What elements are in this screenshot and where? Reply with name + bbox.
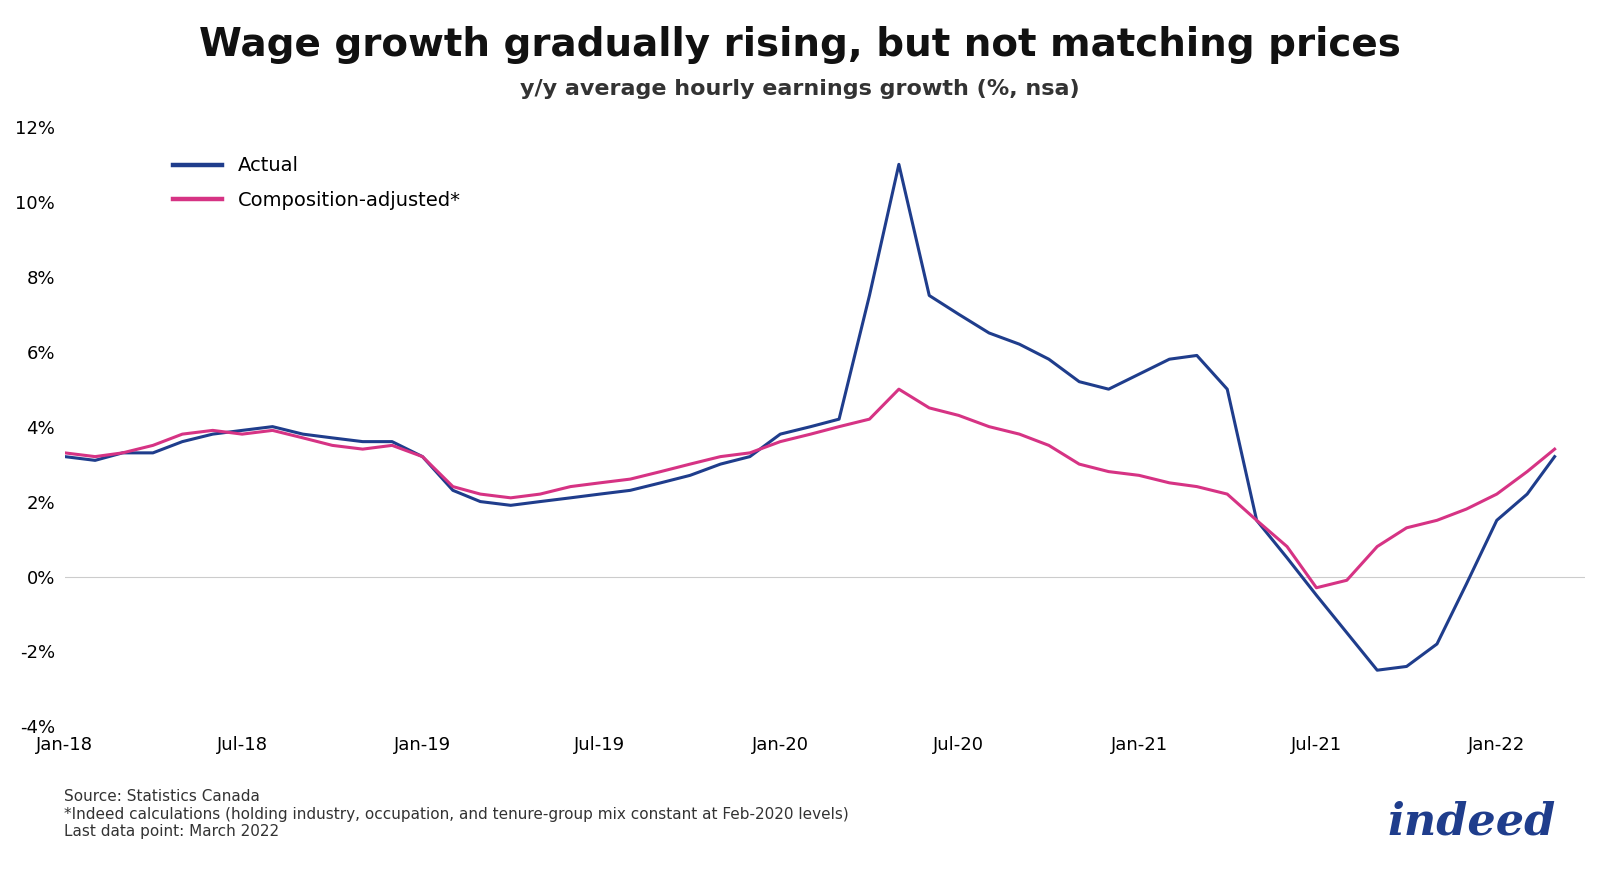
Text: indeed: indeed [1387, 800, 1557, 843]
Legend: Actual, Composition-adjusted*: Actual, Composition-adjusted* [166, 149, 469, 218]
Text: Source: Statistics Canada
*Indeed calculations (holding industry, occupation, an: Source: Statistics Canada *Indeed calcul… [64, 789, 848, 839]
Text: y/y average hourly earnings growth (%, nsa): y/y average hourly earnings growth (%, n… [520, 79, 1080, 99]
Text: Wage growth gradually rising, but not matching prices: Wage growth gradually rising, but not ma… [198, 26, 1402, 64]
